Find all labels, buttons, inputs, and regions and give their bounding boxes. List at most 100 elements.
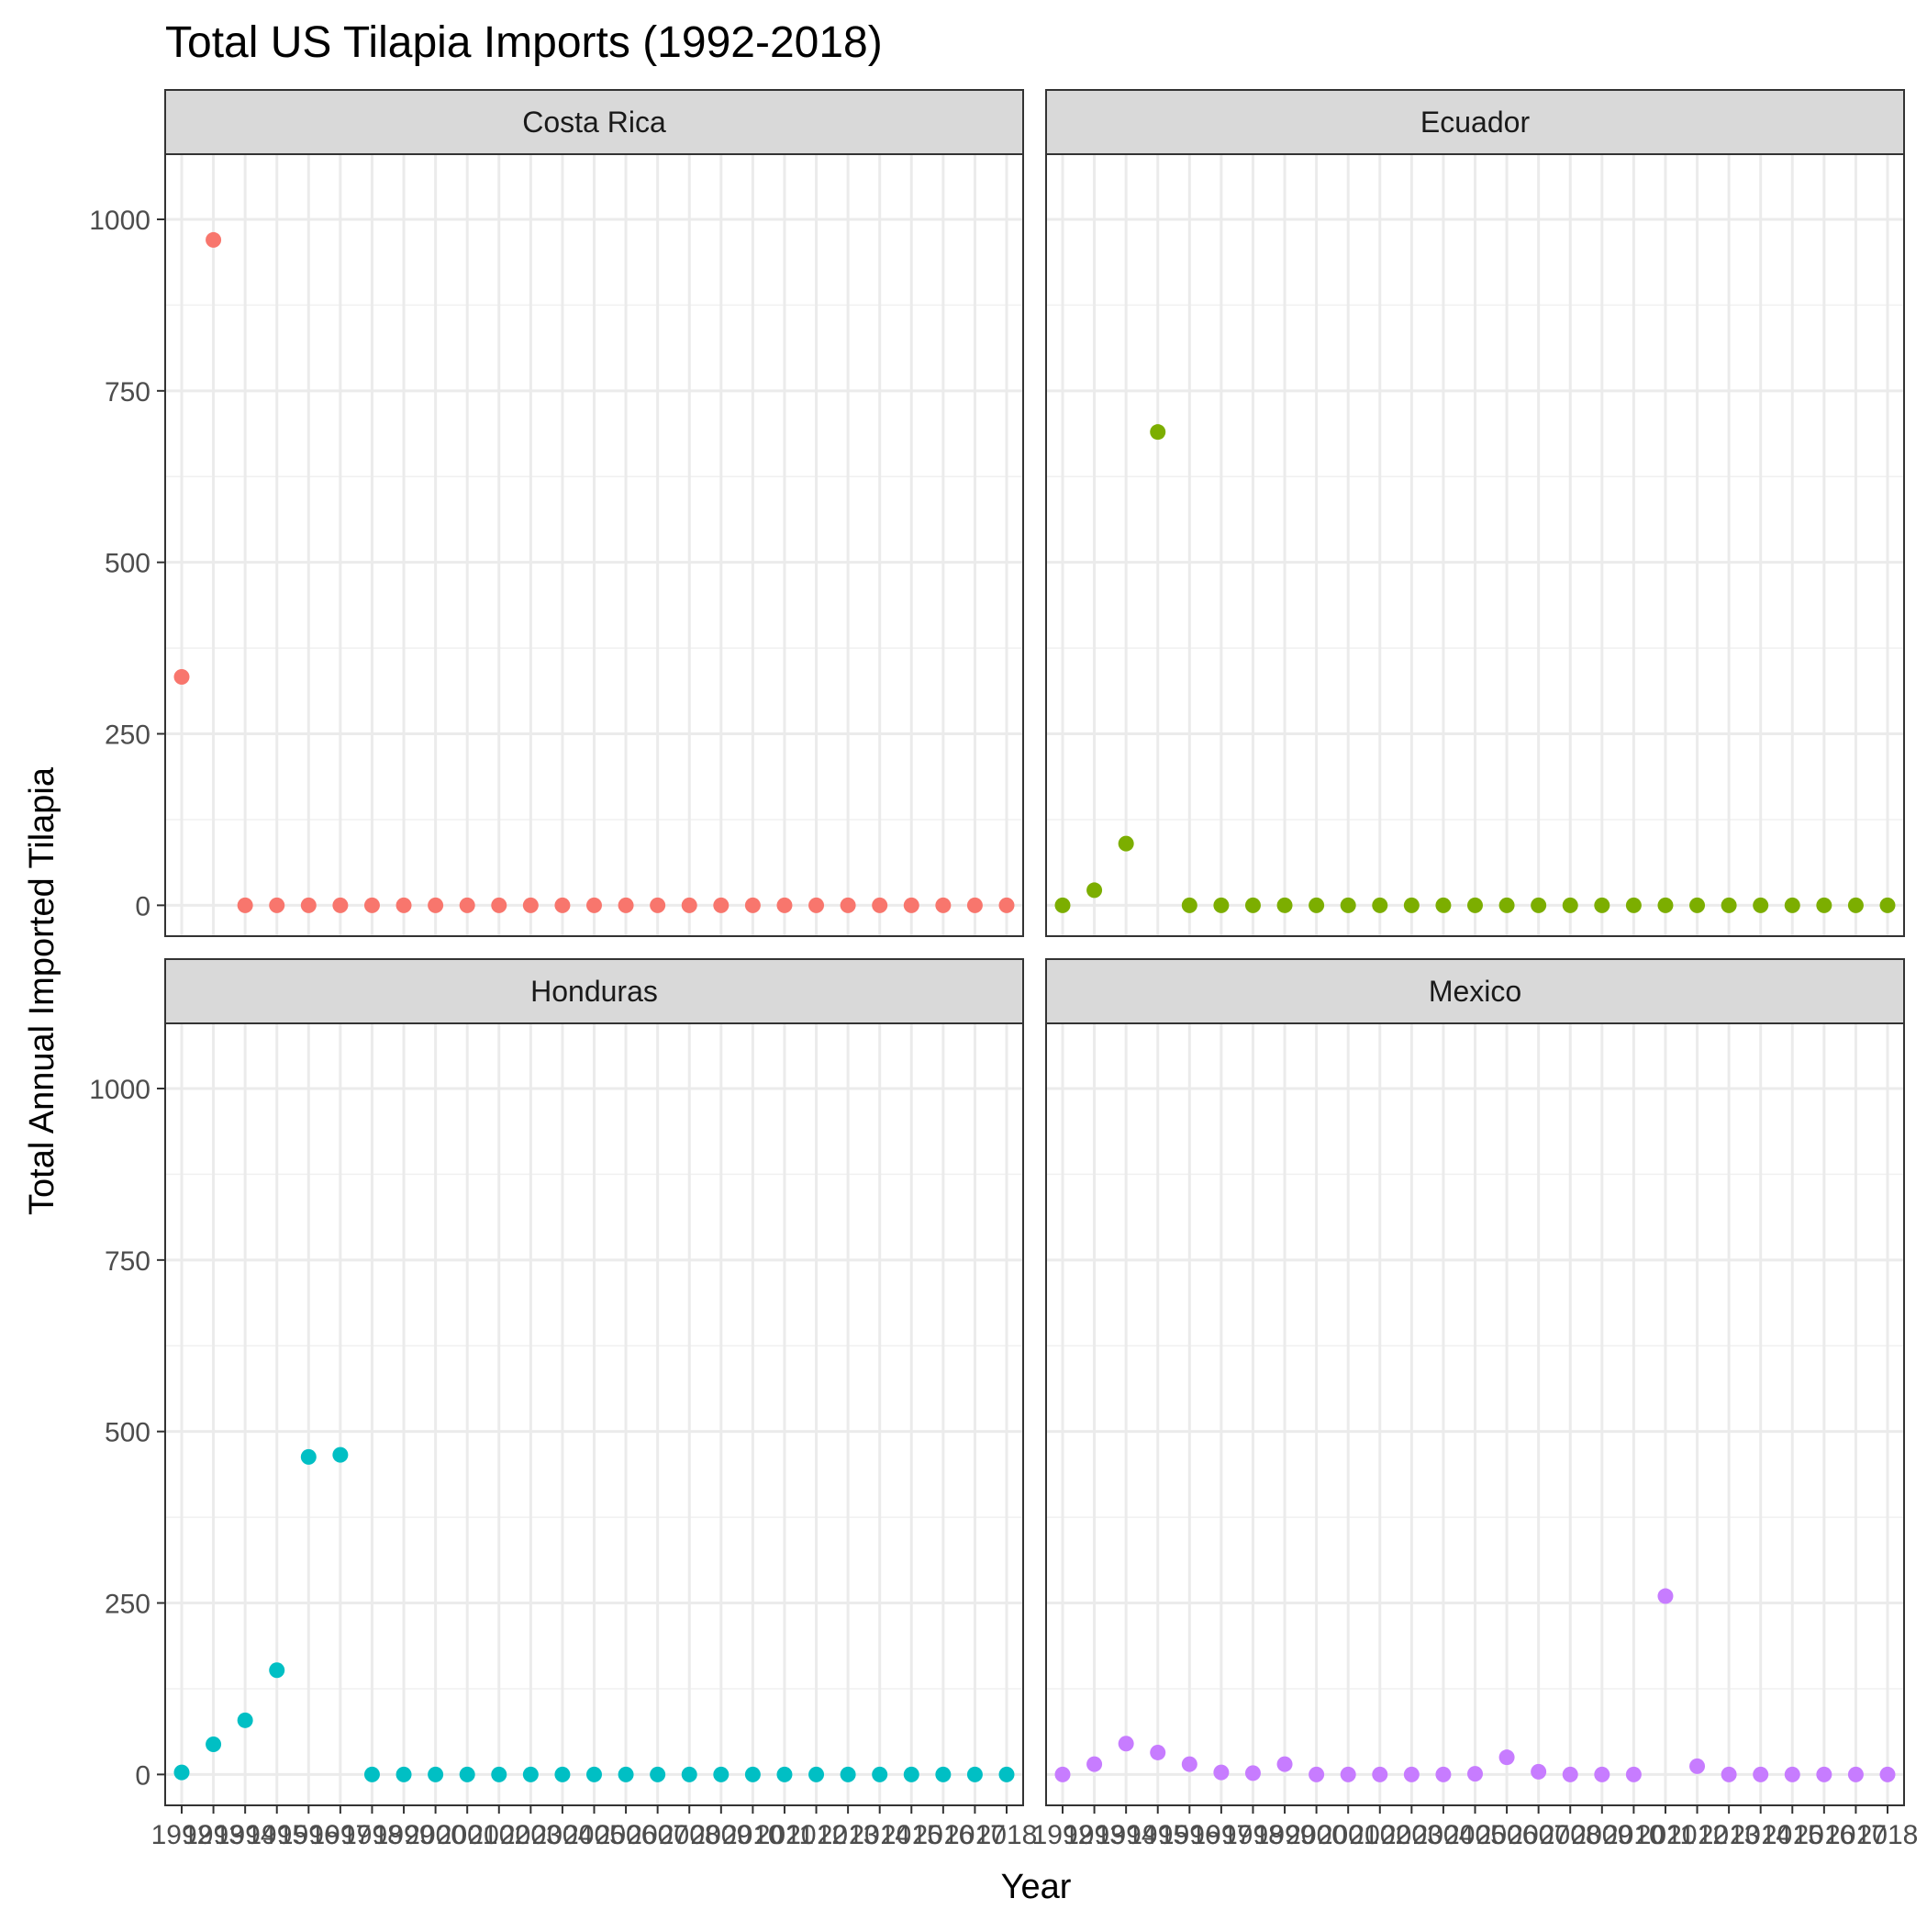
data-point: [1403, 897, 1420, 913]
x-tick-label: 1998: [1222, 1820, 1284, 1850]
data-point: [1816, 897, 1832, 913]
data-point: [237, 1712, 253, 1728]
data-point: [1625, 897, 1642, 913]
data-point: [1181, 897, 1197, 913]
data-point: [1340, 1766, 1356, 1782]
x-tick-label: 1992: [151, 1820, 213, 1850]
data-point: [650, 897, 666, 913]
x-tick-label: 1998: [341, 1820, 403, 1850]
x-tick-label: 2012: [785, 1820, 847, 1850]
y-tick-label: 0: [135, 891, 150, 921]
y-tick-label: 250: [105, 720, 150, 751]
data-point: [1689, 897, 1706, 913]
data-point: [522, 1766, 539, 1782]
data-point: [966, 897, 983, 913]
x-tick-label: 2018: [1857, 1820, 1919, 1850]
data-point: [681, 897, 697, 913]
data-point: [1372, 897, 1388, 913]
data-point: [1847, 897, 1864, 913]
x-tick-label: 2013: [1699, 1820, 1760, 1850]
x-tick-label: 1994: [1096, 1820, 1157, 1850]
data-point: [1753, 897, 1769, 913]
facet-strip: [164, 89, 1024, 155]
data-point: [332, 1446, 349, 1463]
facet-strip-label: Mexico: [1429, 975, 1521, 1008]
data-point: [1879, 1766, 1896, 1782]
data-point: [1498, 1749, 1515, 1766]
data-point: [840, 897, 856, 913]
data-point: [776, 1766, 793, 1782]
data-point: [1435, 897, 1452, 913]
y-tick-label: 750: [105, 1246, 150, 1277]
data-point: [1054, 1766, 1071, 1782]
data-point: [173, 1764, 190, 1781]
data-point: [1403, 1766, 1420, 1782]
x-tick-label: 2008: [659, 1820, 720, 1850]
data-point: [522, 897, 539, 913]
facet-strip: [1045, 89, 1905, 155]
x-tick-label: 2014: [849, 1820, 910, 1850]
x-tick-label: 2005: [563, 1820, 625, 1850]
x-tick-label: 2018: [976, 1820, 1038, 1850]
x-tick-label: 2011: [755, 1820, 815, 1850]
data-point: [491, 1766, 507, 1782]
data-point: [300, 1448, 317, 1465]
data-point: [1340, 897, 1356, 913]
y-tick-label: 0: [135, 1760, 150, 1791]
data-point: [840, 1766, 856, 1782]
data-point: [1150, 424, 1166, 441]
x-tick-label: 2015: [881, 1820, 942, 1850]
data-point: [1625, 1766, 1642, 1782]
data-point: [1118, 835, 1134, 852]
facet-panels: Costa Rica 0 250 500 750 1000 Ecuador Honduras 0…: [89, 89, 1919, 1850]
data-point: [1435, 1766, 1452, 1782]
y-axis-label: Total Annual Imported Tilapia: [23, 766, 61, 1215]
x-tick-label: 1992: [1032, 1820, 1094, 1850]
data-point: [237, 897, 253, 913]
x-tick-label: 2010: [1603, 1820, 1665, 1850]
x-tick-label: 2013: [818, 1820, 879, 1850]
data-point: [206, 1736, 222, 1752]
facet-strip-label: Honduras: [530, 975, 658, 1008]
x-tick-label: 1995: [246, 1820, 307, 1850]
x-tick-label: 2011: [1636, 1820, 1696, 1850]
y-tick-label: 1000: [89, 1075, 150, 1105]
data-point: [1657, 897, 1674, 913]
data-point: [1847, 1766, 1864, 1782]
x-tick-label: 2002: [468, 1820, 529, 1850]
data-point: [681, 1766, 697, 1782]
data-point: [903, 1766, 919, 1782]
facet-panel-ecuador: Ecuador: [1045, 89, 1905, 937]
x-tick-label: 2007: [627, 1820, 688, 1850]
data-point: [1244, 1765, 1261, 1781]
data-point: [1531, 1763, 1547, 1780]
x-tick-label: 2004: [1413, 1820, 1475, 1850]
x-tick-label: 1997: [310, 1820, 372, 1850]
x-tick-label: 2009: [690, 1820, 752, 1850]
data-point: [1467, 1766, 1483, 1782]
data-point: [1181, 1756, 1197, 1772]
x-tick-label: 2006: [596, 1820, 657, 1850]
data-point: [586, 1766, 602, 1782]
y-tick-label: 1000: [89, 206, 150, 236]
x-tick-label: 1999: [373, 1820, 435, 1850]
x-tick-label: 2017: [944, 1820, 1006, 1850]
data-point: [872, 897, 888, 913]
data-point: [1562, 897, 1578, 913]
data-point: [903, 897, 919, 913]
data-point: [1784, 1766, 1800, 1782]
x-tick-label: 2003: [1381, 1820, 1442, 1850]
data-point: [586, 897, 602, 913]
x-tick-label: 2002: [1349, 1820, 1410, 1850]
data-point: [1118, 1736, 1134, 1752]
x-tick-label: 1995: [1127, 1820, 1188, 1850]
data-point: [554, 1766, 571, 1782]
y-tick-label: 500: [105, 549, 150, 579]
data-point: [1594, 1766, 1610, 1782]
panel-border: [1045, 153, 1905, 937]
data-point: [1467, 897, 1483, 913]
x-tick-label: 2012: [1666, 1820, 1728, 1850]
data-point: [1244, 897, 1261, 913]
facet-panel-honduras: Honduras02505007501000199219931994199519…: [89, 958, 1038, 1850]
